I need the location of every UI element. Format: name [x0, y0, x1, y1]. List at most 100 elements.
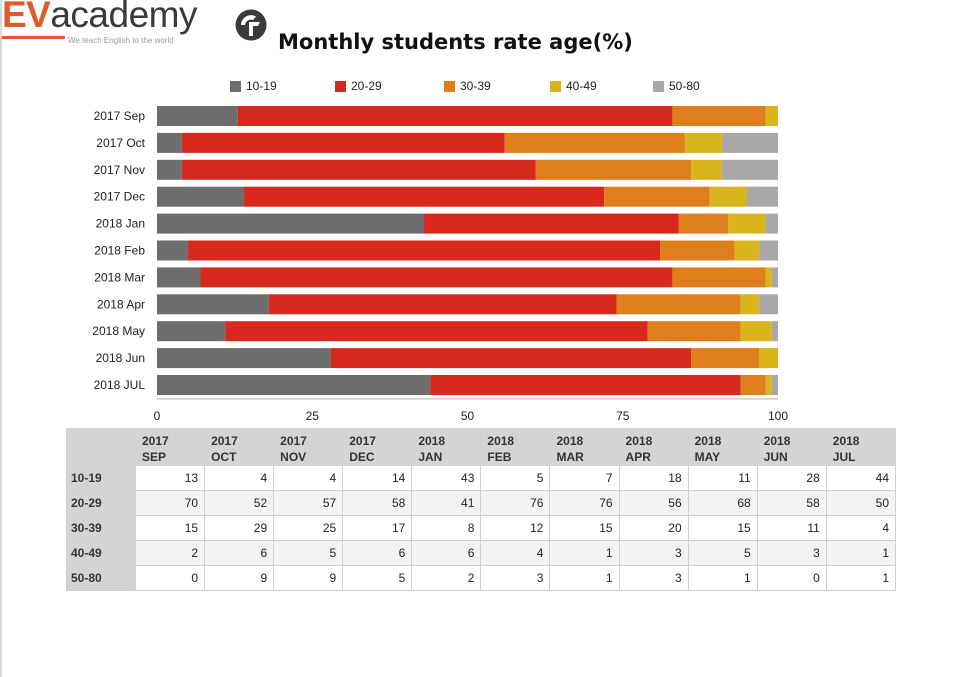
bar-segment-20-29 — [430, 375, 741, 395]
table-cell: 2 — [134, 540, 206, 566]
table-column-header: 2018 JUN — [756, 428, 827, 466]
table-row: 50-80 0 9 9 5 2 3 1 3 1 0 1 — [66, 565, 897, 591]
table-cell: 11 — [687, 465, 758, 491]
row-header-label: 30-39 — [66, 515, 136, 541]
bar-segment-50-80 — [765, 213, 778, 234]
bar-segment-30-39 — [535, 159, 692, 180]
row-header-label: 20-29 — [66, 490, 136, 516]
table-cell: 76 — [549, 490, 620, 516]
legend-swatch-10-19 — [230, 81, 241, 92]
bar-segment-30-39 — [647, 321, 741, 342]
evacademy-logo: EVacademy We teach English to the world — [2, 0, 272, 48]
column-header-month: MAR — [556, 450, 584, 464]
row-header-label: 50-80 — [66, 565, 136, 591]
table-cell: 9 — [273, 565, 344, 591]
table-cell: 1 — [549, 540, 620, 566]
column-header-month: DEC — [349, 450, 375, 464]
legend-label-20-29: 20-29 — [351, 79, 382, 93]
x-tick-label: 75 — [616, 409, 630, 420]
legend-swatch-20-29 — [335, 81, 346, 92]
bar-segment-10-19 — [157, 321, 226, 342]
table-row: 30-39 15 29 25 17 8 12 15 20 15 11 4 — [66, 515, 897, 541]
bar-segment-10-19 — [157, 106, 238, 126]
legend-label-30-39: 30-39 — [460, 79, 491, 93]
table-cell: 52 — [204, 490, 275, 516]
logo-emblem-icon — [235, 9, 267, 41]
table-cell: 8 — [411, 515, 482, 541]
table-cell: 28 — [756, 465, 827, 491]
bar-segment-20-29 — [237, 106, 673, 126]
logo-underline — [2, 36, 65, 39]
bar-segment-50-80 — [722, 159, 778, 180]
bar-segment-40-49 — [728, 213, 766, 234]
legend-label-40-49: 40-49 — [566, 79, 597, 93]
table-cell: 5 — [480, 465, 551, 491]
column-header-year: 2017 — [280, 434, 307, 448]
table-cell: 14 — [342, 465, 413, 491]
table-cell: 3 — [756, 540, 827, 566]
column-header-year: 2018 — [487, 434, 515, 448]
legend-swatch-40-49 — [550, 81, 561, 92]
table-cell: 56 — [618, 490, 689, 516]
table-cell: 68 — [687, 490, 758, 516]
table-cell: 15 — [134, 515, 206, 541]
table-cell: 44 — [825, 465, 897, 491]
column-header-month: OCT — [211, 450, 237, 464]
bar-segment-30-39 — [660, 240, 735, 261]
bar-segment-10-19 — [157, 348, 331, 369]
logo-ev-text: EV — [2, 0, 51, 35]
legend-swatch-50-80 — [653, 81, 664, 92]
table-cell: 4 — [480, 540, 551, 566]
bar-segment-10-19 — [157, 132, 182, 153]
bar-segment-20-29 — [424, 213, 679, 234]
column-header-year: 2018 — [694, 434, 722, 448]
y-tick-label: 2018 Jan — [96, 217, 145, 231]
y-tick-label: 2018 May — [92, 324, 145, 338]
table-cell: 15 — [687, 515, 758, 541]
legend-label-10-19: 10-19 — [246, 79, 277, 93]
table-cell: 6 — [411, 540, 482, 566]
table-cell: 43 — [411, 465, 482, 491]
table-cell: 58 — [342, 490, 413, 516]
bar-segment-40-49 — [691, 159, 723, 180]
bar-segment-20-29 — [181, 132, 505, 153]
bar-segment-50-80 — [771, 267, 778, 288]
column-header-month: SEP — [142, 450, 167, 464]
bar-segment-20-29 — [268, 294, 617, 315]
bar-segment-20-29 — [181, 159, 536, 180]
bar-segment-40-49 — [765, 375, 772, 395]
bar-segment-30-39 — [740, 375, 766, 395]
bar-segment-40-49 — [740, 321, 772, 342]
bar-segment-40-49 — [709, 186, 747, 207]
table-cell: 6 — [204, 540, 275, 566]
table-cell: 18 — [618, 465, 689, 491]
y-tick-label: 2018 Feb — [94, 244, 145, 258]
bar-segment-10-19 — [157, 159, 182, 180]
y-tick-label: 2017 Nov — [94, 163, 145, 177]
table-cell: 58 — [756, 490, 827, 516]
table-row: 10-19 13 4 4 14 43 5 7 18 11 28 44 — [66, 465, 897, 491]
table-cell: 5 — [273, 540, 344, 566]
y-tick-label: 2018 Apr — [97, 297, 145, 311]
table-cell: 7 — [549, 465, 620, 491]
column-header-month: JAN — [418, 450, 443, 464]
table-row: 20-29 70 52 57 58 41 76 76 56 68 58 50 — [66, 490, 897, 516]
column-header-year: 2017 — [349, 434, 376, 448]
table-column-header: 2017 NOV — [273, 428, 344, 466]
column-header-month: JUN — [763, 450, 788, 464]
table-column-header: 2018 JUL — [825, 428, 897, 466]
bar-segment-40-49 — [734, 240, 760, 261]
bar-segment-30-39 — [672, 106, 766, 126]
logo-academy-text: academy — [50, 0, 197, 35]
bar-segment-20-29 — [243, 186, 605, 207]
bar-segment-10-19 — [157, 267, 201, 288]
column-header-year: 2018 — [763, 434, 791, 448]
column-header-month: MAY — [694, 450, 721, 464]
table-cell: 4 — [273, 465, 344, 491]
table-column-header: 2017 DEC — [342, 428, 413, 466]
y-tick-label: 2018 JUL — [94, 378, 146, 392]
table-cell: 29 — [204, 515, 275, 541]
bar-segment-20-29 — [200, 267, 673, 288]
y-tick-label: 2017 Dec — [94, 190, 145, 204]
table-cell: 70 — [134, 490, 206, 516]
